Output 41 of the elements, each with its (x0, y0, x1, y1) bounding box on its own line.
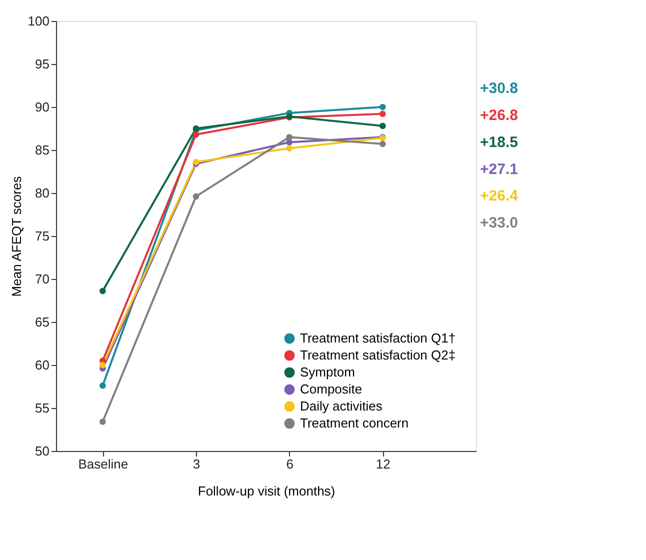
y-tick-label: 85 (35, 142, 50, 158)
point (286, 134, 292, 140)
legend-label: Treatment satisfaction Q2‡ (300, 348, 456, 362)
legend-label: Treatment satisfaction Q1† (300, 330, 456, 346)
y-tick-label: 95 (35, 56, 50, 72)
point (100, 418, 106, 425)
y-axis-title: Mean AFEQT scores (8, 176, 24, 297)
y-tick-label: 55 (35, 400, 50, 416)
x-tick-label: 3 (192, 456, 200, 472)
x-axis-title: Follow-up visit (months) (198, 484, 336, 498)
text: +18.5 (480, 134, 518, 151)
text: +30.8 (480, 80, 518, 98)
point (192, 193, 200, 200)
y-tick-label: 75 (35, 228, 50, 244)
text: +27.1 (480, 160, 518, 178)
y-tick-label: 70 (35, 272, 50, 286)
y-tick-label: 90 (35, 100, 50, 114)
point (192, 131, 200, 138)
point (380, 110, 386, 118)
legend-label: Symptom (300, 364, 355, 380)
legend-label: Treatment concern (300, 416, 409, 430)
x-tick-label: Baseline (78, 456, 128, 472)
text: +33.0 (480, 214, 518, 232)
y-tick-label: 50 (35, 444, 50, 458)
legend-label: Composite (300, 382, 362, 396)
x-tick-label: 6 (286, 456, 294, 472)
text: +26.4 (480, 188, 519, 205)
point (380, 122, 386, 130)
point (286, 145, 292, 152)
point (100, 382, 106, 389)
text: +26.8 (480, 107, 518, 124)
y-tick-label: 100 (28, 14, 50, 28)
legend-label: Daily activities (300, 398, 383, 414)
y-tick-label: 60 (35, 358, 50, 372)
y-tick-label: 65 (35, 314, 50, 330)
point (100, 362, 106, 368)
point (380, 140, 386, 148)
point (380, 104, 386, 110)
point (100, 288, 106, 294)
y-tick-label: 80 (35, 186, 50, 200)
x-tick-label: 12 (376, 456, 390, 472)
